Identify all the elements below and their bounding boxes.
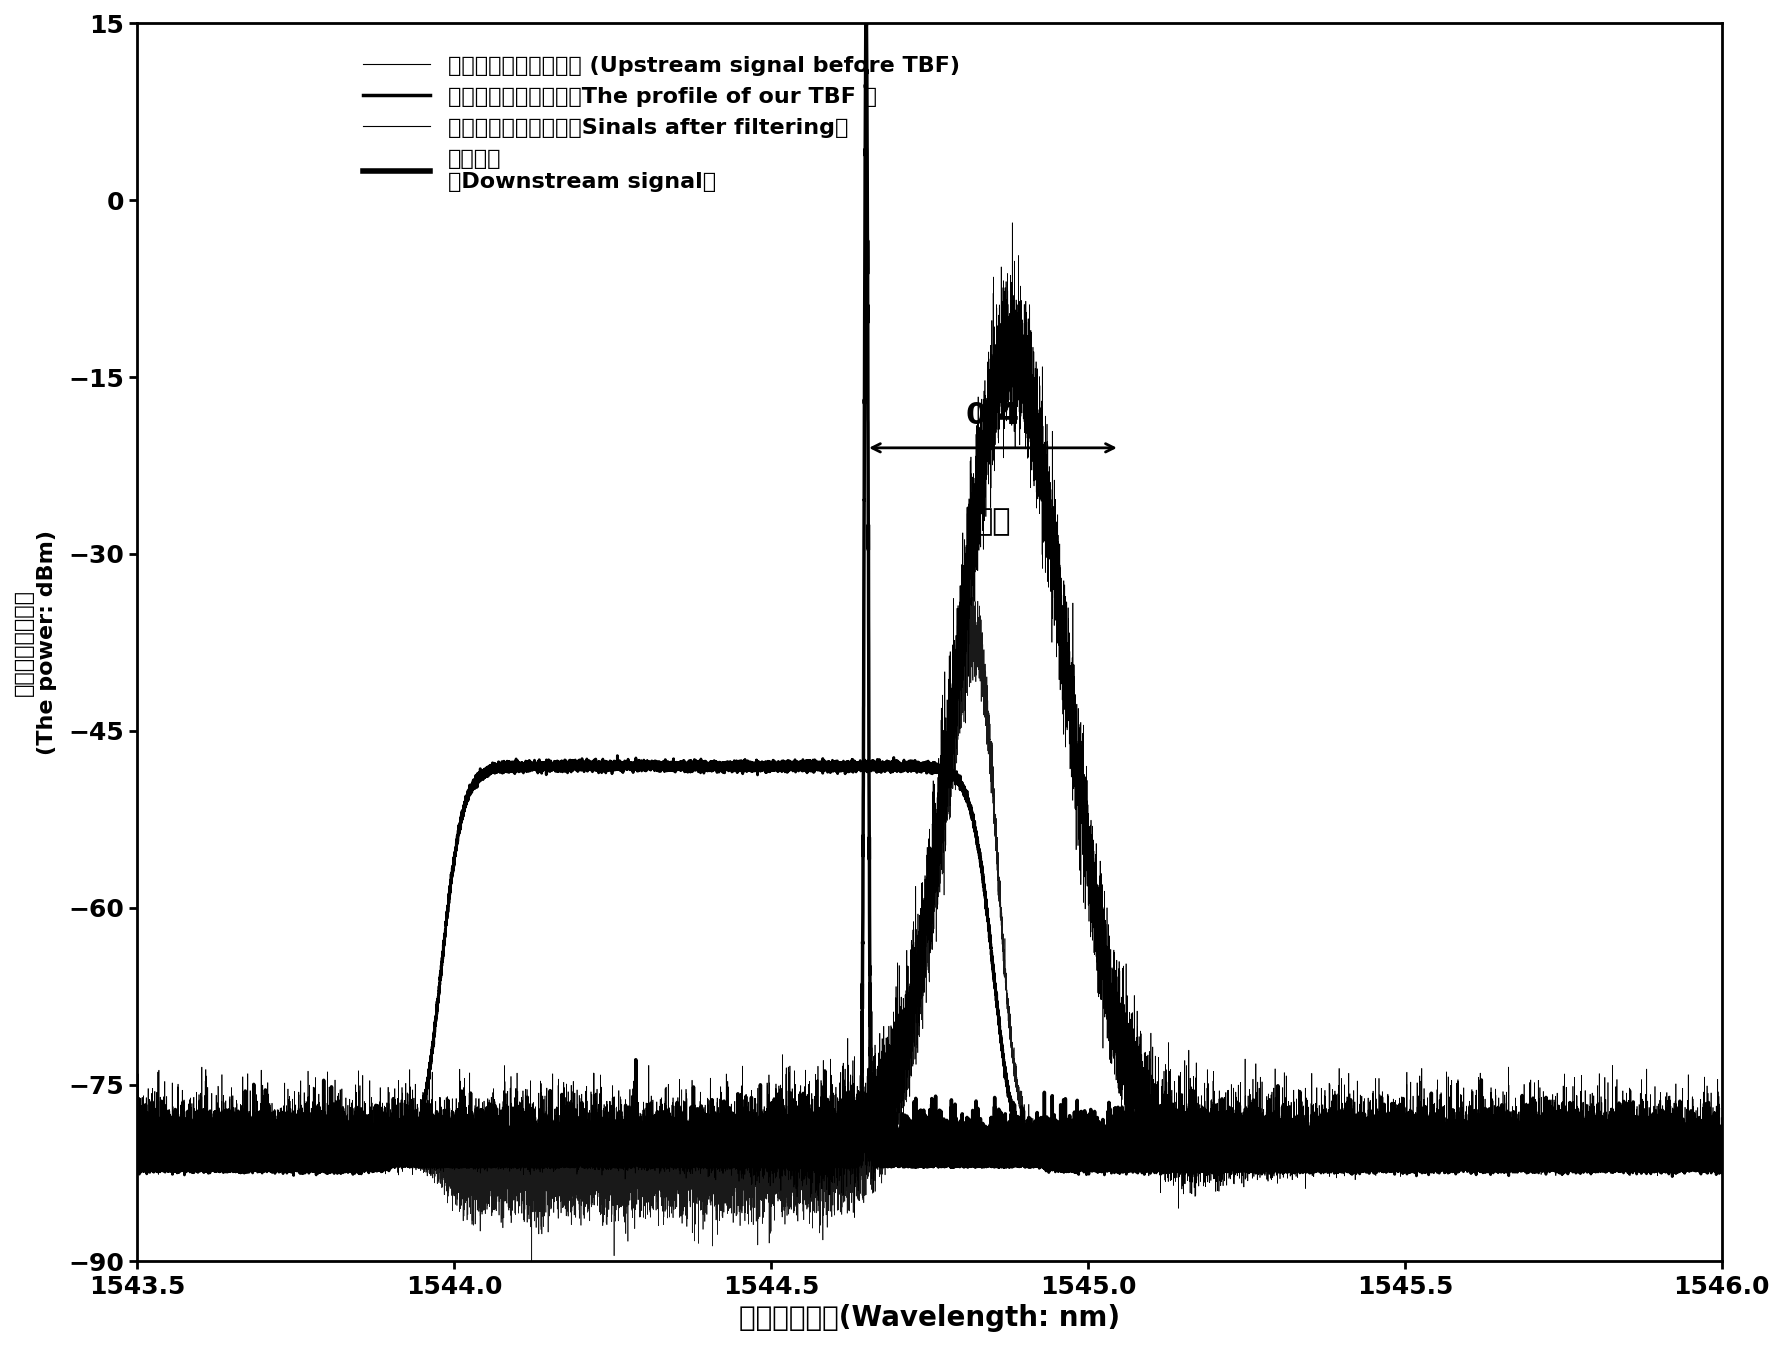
Legend: 滤波器之前的上行信号 (Upstream signal before TBF), 实验中使用的滤波器（The profile of our TBF ）, 滤波之: 滤波器之前的上行信号 (Upstream signal before TBF),… xyxy=(355,47,969,201)
Text: 纳米: 纳米 xyxy=(974,507,1012,536)
X-axis label: 波长（纳米）(Wavelength: nm): 波长（纳米）(Wavelength: nm) xyxy=(739,1304,1120,1333)
Text: 0.4: 0.4 xyxy=(965,401,1020,431)
Y-axis label: 功率（毫瓦分贝）
(The power: dBm): 功率（毫瓦分贝） (The power: dBm) xyxy=(14,530,57,755)
